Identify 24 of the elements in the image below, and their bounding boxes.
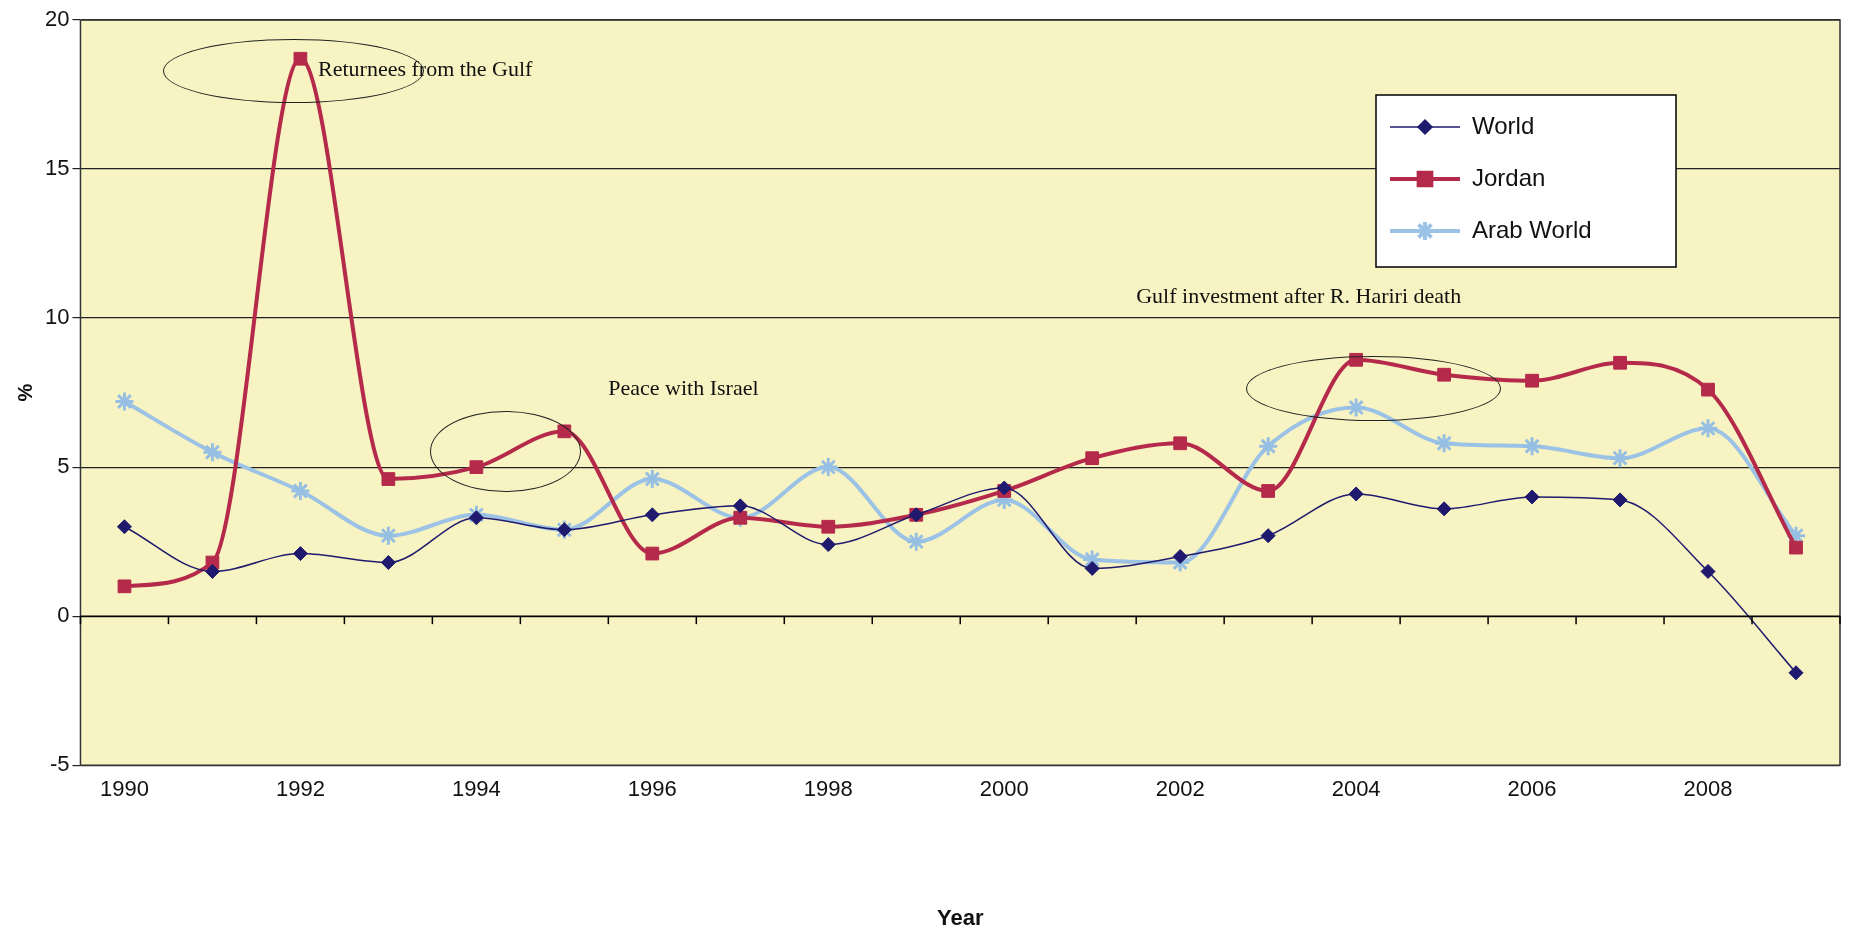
annotation: Returnees from the Gulf — [318, 56, 534, 82]
x-tick-label: 2004 — [1331, 776, 1381, 802]
y-tick-label: 15 — [44, 155, 70, 181]
legend-label: Jordan — [1472, 163, 1546, 191]
legend-label: World — [1472, 111, 1535, 139]
x-tick-label: 1998 — [803, 776, 853, 802]
x-tick-label: 2000 — [979, 776, 1029, 802]
y-tick-label: 5 — [57, 453, 70, 479]
y-tick-label: 0 — [57, 602, 70, 628]
x-tick-label: 1996 — [627, 776, 677, 802]
y-tick-label: -5 — [49, 751, 70, 777]
x-tick-label: 2006 — [1507, 776, 1557, 802]
x-tick-label: 2008 — [1683, 776, 1733, 802]
x-axis-title: Year — [936, 904, 984, 930]
annotation: Gulf investment after R. Hariri death — [1136, 283, 1462, 308]
legend-label: Arab World — [1472, 215, 1592, 243]
x-tick-label: 1992 — [275, 776, 325, 802]
x-tick-label: 2002 — [1155, 776, 1205, 802]
x-tick-label: 1990 — [99, 776, 149, 802]
y-axis-title: % — [13, 383, 36, 402]
y-tick-label: 20 — [44, 6, 70, 32]
x-tick-label: 1994 — [451, 776, 501, 802]
annotation: Peace with Israel — [608, 374, 759, 400]
y-tick-label: 10 — [44, 304, 70, 330]
